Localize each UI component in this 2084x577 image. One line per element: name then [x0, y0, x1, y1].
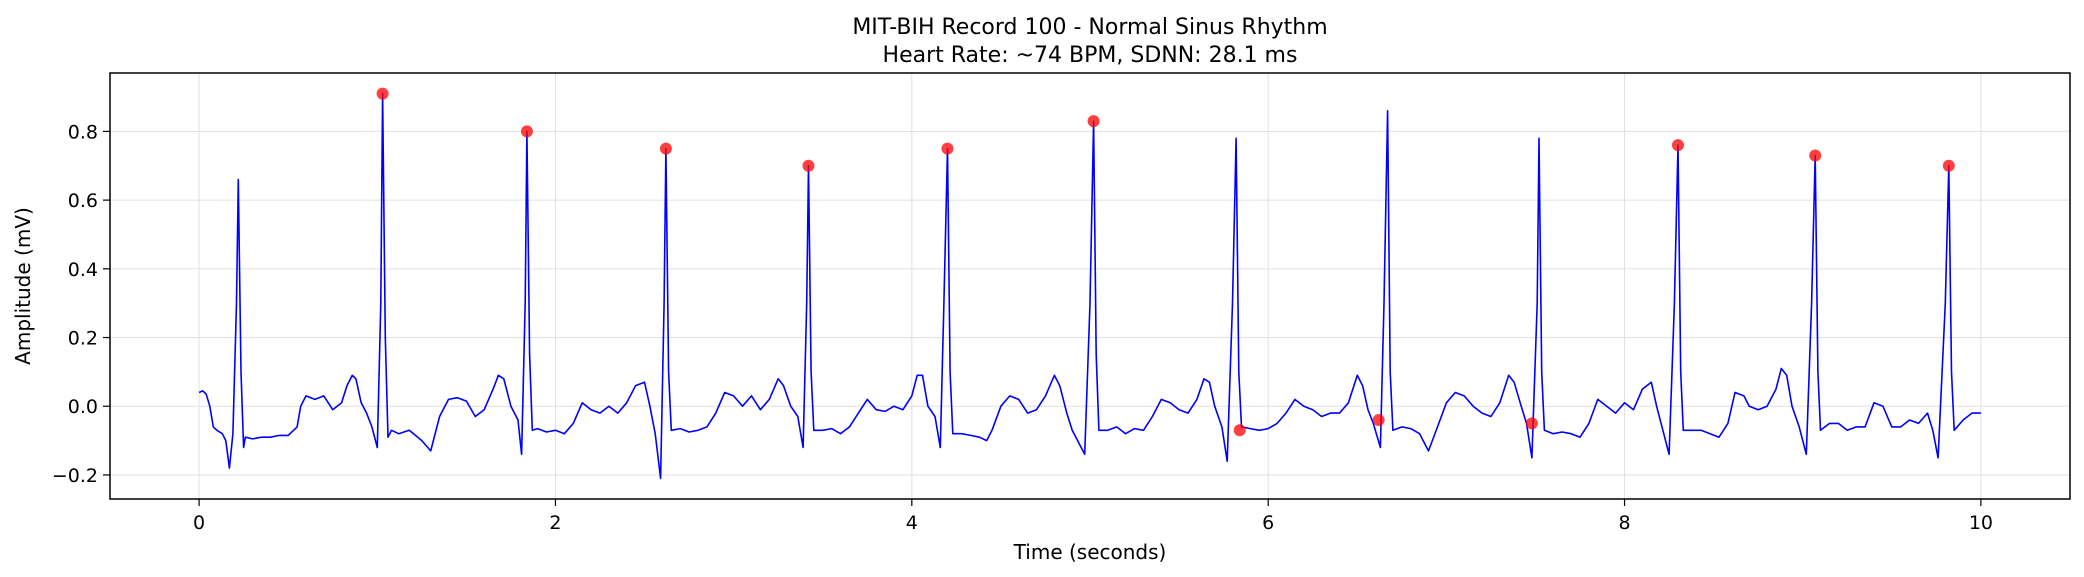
x-tick-label: 4: [906, 512, 918, 534]
x-tick-label: 2: [549, 512, 561, 534]
x-tick-label: 0: [193, 512, 205, 534]
r-peak-marker: [1809, 149, 1822, 162]
y-tick-label: 0.4: [68, 259, 98, 281]
plot-data: [198, 87, 1981, 480]
r-peak-marker: [941, 142, 954, 155]
x-axis-label: Time (seconds): [1013, 540, 1167, 564]
y-tick-label: 0.2: [68, 328, 98, 350]
r-peak-marker: [659, 142, 672, 155]
r-peak-marker: [1672, 139, 1684, 152]
plot-frame: [109, 72, 2071, 500]
chart-title: MIT-BIH Record 100 - Normal Sinus Rhythm: [852, 15, 1327, 40]
r-peak-marker: [1372, 413, 1385, 426]
r-peak-marker: [376, 87, 389, 100]
ecg-signal-line: [198, 92, 1981, 480]
y-tick-label: 0.6: [68, 190, 98, 212]
y-tick-label: −0.2: [52, 465, 98, 487]
y-tick-label: 0.0: [68, 396, 98, 418]
r-peak-marker: [802, 159, 815, 172]
grid: [110, 73, 2070, 499]
y-tick-label: 0.8: [68, 121, 98, 143]
x-tick-label: 10: [1969, 512, 1993, 534]
y-axis-label: Amplitude (mV): [11, 207, 35, 365]
r-peak-marker: [1942, 159, 1955, 172]
r-peak-marker: [1525, 417, 1538, 430]
axis-ticks: 0 2 4 6 8 10 −0.2 0.0 0.2 0.4 0.6 0.8: [52, 121, 1993, 534]
r-peak-marker: [1233, 424, 1246, 437]
x-tick-label: 8: [1618, 512, 1630, 534]
chart-subtitle: Heart Rate: ~74 BPM, SDNN: 28.1 ms: [883, 43, 1298, 68]
r-peak-marker: [1087, 115, 1100, 128]
x-tick-label: 6: [1262, 512, 1274, 534]
r-peak-marker: [520, 125, 533, 138]
